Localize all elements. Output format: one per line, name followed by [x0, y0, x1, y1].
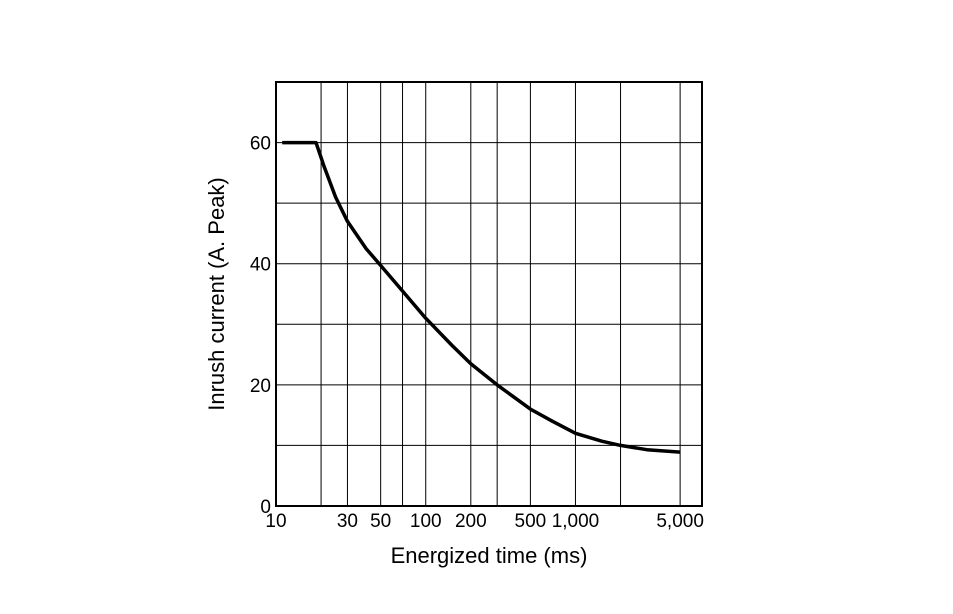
- x-tick-label: 200: [455, 511, 487, 532]
- x-axis-title: Energized time (ms): [391, 543, 588, 568]
- gridlines: [276, 82, 702, 506]
- y-tick-label: 20: [250, 376, 271, 397]
- x-tick-labels: 10 30 50 100 200 500 1,000 5,000: [265, 511, 703, 532]
- x-tick-label: 30: [337, 511, 358, 532]
- x-tick-label: 500: [515, 511, 547, 532]
- x-tick-label: 50: [370, 511, 391, 532]
- y-tick-labels: 0 20 40 60: [250, 134, 271, 518]
- series-line-0: [282, 140, 681, 454]
- y-tick-label: 0: [260, 497, 271, 518]
- y-tick-label: 40: [250, 255, 271, 276]
- x-tick-label: 1,000: [552, 511, 600, 532]
- x-tick-label: 10: [265, 511, 286, 532]
- y-axis-title: Inrush current (A. Peak): [204, 177, 229, 411]
- series-layer: [282, 140, 681, 454]
- x-tick-label: 100: [410, 511, 442, 532]
- x-tick-label: 5,000: [656, 511, 704, 532]
- y-tick-label: 60: [250, 134, 271, 155]
- plot-frame: [275, 81, 703, 507]
